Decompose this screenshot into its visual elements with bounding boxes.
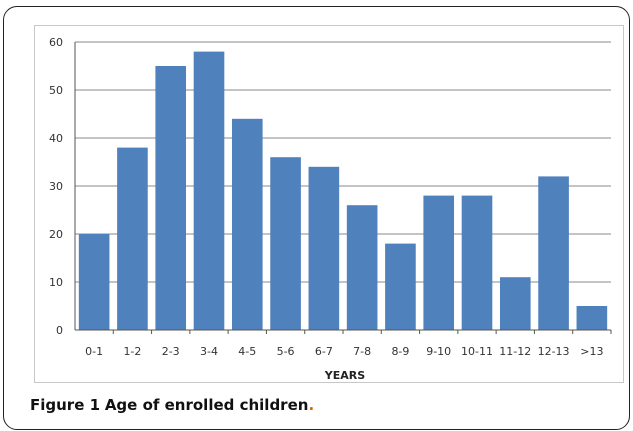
bar-9-10 (423, 195, 455, 330)
x-tick-label: 8-9 (391, 345, 409, 358)
bar-11-12 (499, 277, 531, 330)
x-tick-label: 12-13 (538, 345, 570, 358)
x-tick-label: 1-2 (123, 345, 141, 358)
x-tick-labels: 0-1 1-2 2-3 3-4 4-5 5-6 6-7 7-8 8-9 9-10 10-11 11-1… (85, 345, 603, 358)
y-tick-label: 30 (49, 180, 63, 193)
x-tick-label: 2-3 (162, 345, 180, 358)
x-tick-label: 7-8 (353, 345, 371, 358)
x-axis-title: YEARS (324, 369, 365, 382)
bar-6-7 (308, 166, 340, 330)
bar->13 (576, 306, 608, 330)
y-tick-label: 60 (49, 36, 63, 49)
figure-label: Figure 1 (30, 396, 101, 414)
y-tick-label: 10 (49, 276, 63, 289)
x-tick-label: 11-12 (499, 345, 531, 358)
x-tick-label: 3-4 (200, 345, 218, 358)
x-tick-label: 0-1 (85, 345, 103, 358)
bar-1-2 (117, 147, 148, 330)
x-tick-label: 5-6 (277, 345, 295, 358)
bar-12-13 (538, 176, 569, 330)
y-tick-label: 20 (49, 228, 63, 241)
bar-8-9 (385, 243, 416, 330)
x-tick-label: >13 (580, 345, 603, 358)
axes (74, 42, 612, 334)
bar-7-8 (346, 205, 378, 330)
bar-0-1 (78, 234, 110, 330)
bar-2-3 (155, 66, 187, 330)
y-tick-label: 50 (49, 84, 63, 97)
x-tick-label: 4-5 (238, 345, 256, 358)
bar-4-5 (231, 118, 263, 330)
x-tick-label: 6-7 (315, 345, 333, 358)
bar-10-11 (461, 195, 493, 330)
y-tick-label: 40 (49, 132, 63, 145)
bar-5-6 (270, 157, 301, 330)
bars (78, 51, 608, 330)
bar-3-4 (193, 51, 225, 330)
y-tick-labels: 0 10 20 30 40 50 60 (49, 36, 63, 337)
x-tick-label: 10-11 (461, 345, 493, 358)
x-tick-label: 9-10 (426, 345, 451, 358)
y-tick-label: 0 (56, 324, 63, 337)
figure-caption: Figure 1 Age of enrolled children. (30, 396, 314, 414)
caption-period: . (308, 396, 315, 414)
figure-caption-text: Age of enrolled children (104, 396, 309, 414)
